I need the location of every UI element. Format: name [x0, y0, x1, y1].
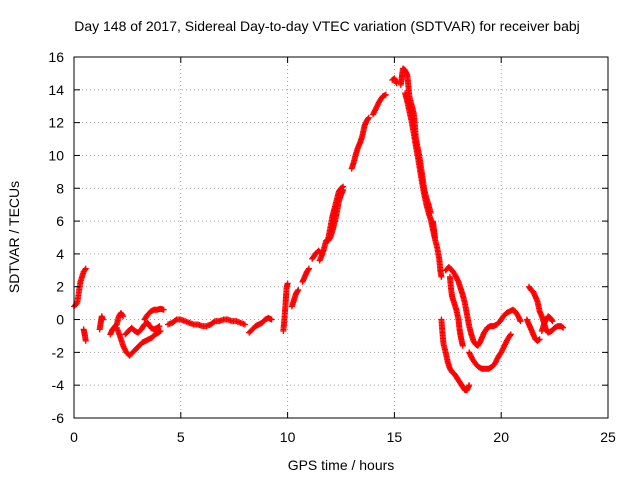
plot-frame [73, 56, 609, 419]
data-point [120, 313, 127, 320]
data-point [155, 323, 162, 330]
data-point [466, 382, 473, 389]
y-tick-label: 8 [56, 180, 64, 196]
data-point [535, 337, 542, 344]
y-tick-label: 12 [48, 115, 64, 131]
data-point [459, 342, 466, 349]
data-point [305, 266, 312, 273]
y-tick-label: 16 [48, 49, 64, 65]
data-point [82, 266, 89, 273]
axis-ticks [73, 56, 609, 419]
x-tick-labels: 0 5 10 15 20 25 [70, 429, 616, 445]
data-point [548, 317, 555, 324]
x-tick-label: 10 [280, 429, 296, 445]
y-tick-label: 2 [56, 279, 64, 295]
data-point [284, 280, 291, 287]
y-tick-label: 10 [48, 147, 64, 163]
data-point [382, 91, 389, 98]
y-tick-label: 4 [56, 246, 64, 262]
y-tick-label: -2 [52, 344, 65, 360]
data-point [507, 331, 514, 338]
data-point [295, 287, 302, 294]
data-point [156, 323, 163, 330]
data-point [82, 337, 89, 344]
data-point [549, 318, 556, 325]
x-tick-label: 20 [493, 429, 509, 445]
data-point [156, 328, 163, 335]
y-tick-label: 0 [56, 312, 64, 328]
data-point [305, 265, 312, 272]
data-point [82, 265, 89, 272]
data-point [438, 273, 445, 280]
data-point [536, 336, 543, 343]
data-point [119, 312, 126, 319]
data-point [365, 114, 372, 121]
data-point [157, 328, 164, 335]
data-series-sdtvar [71, 65, 567, 394]
y-tick-label: -4 [52, 377, 65, 393]
x-tick-label: 15 [387, 429, 403, 445]
data-point [294, 288, 301, 295]
data-point [160, 306, 167, 313]
y-tick-label: 14 [48, 82, 64, 98]
x-tick-label: 0 [70, 429, 78, 445]
y-tick-label: -6 [52, 410, 65, 426]
x-tick-label: 25 [600, 429, 616, 445]
chart-title: Day 148 of 2017, Sidereal Day-to-day VTE… [74, 18, 580, 34]
data-point [560, 324, 567, 331]
grid [74, 57, 608, 418]
y-axis-label: SDTVAR / TECUs [6, 181, 22, 293]
data-point [99, 316, 106, 323]
data-point [365, 115, 372, 122]
data-point [431, 234, 438, 241]
x-tick-label: 5 [177, 429, 185, 445]
y-tick-labels: -6 -4 -2 0 2 4 6 8 10 12 14 16 [48, 49, 64, 426]
data-point [507, 332, 514, 339]
x-axis-label: GPS time / hours [288, 457, 395, 473]
data-point [517, 318, 524, 325]
data-point [268, 316, 275, 323]
data-point [559, 323, 566, 330]
y-tick-label: 6 [56, 213, 64, 229]
data-point [340, 186, 347, 193]
data-point [241, 321, 248, 328]
